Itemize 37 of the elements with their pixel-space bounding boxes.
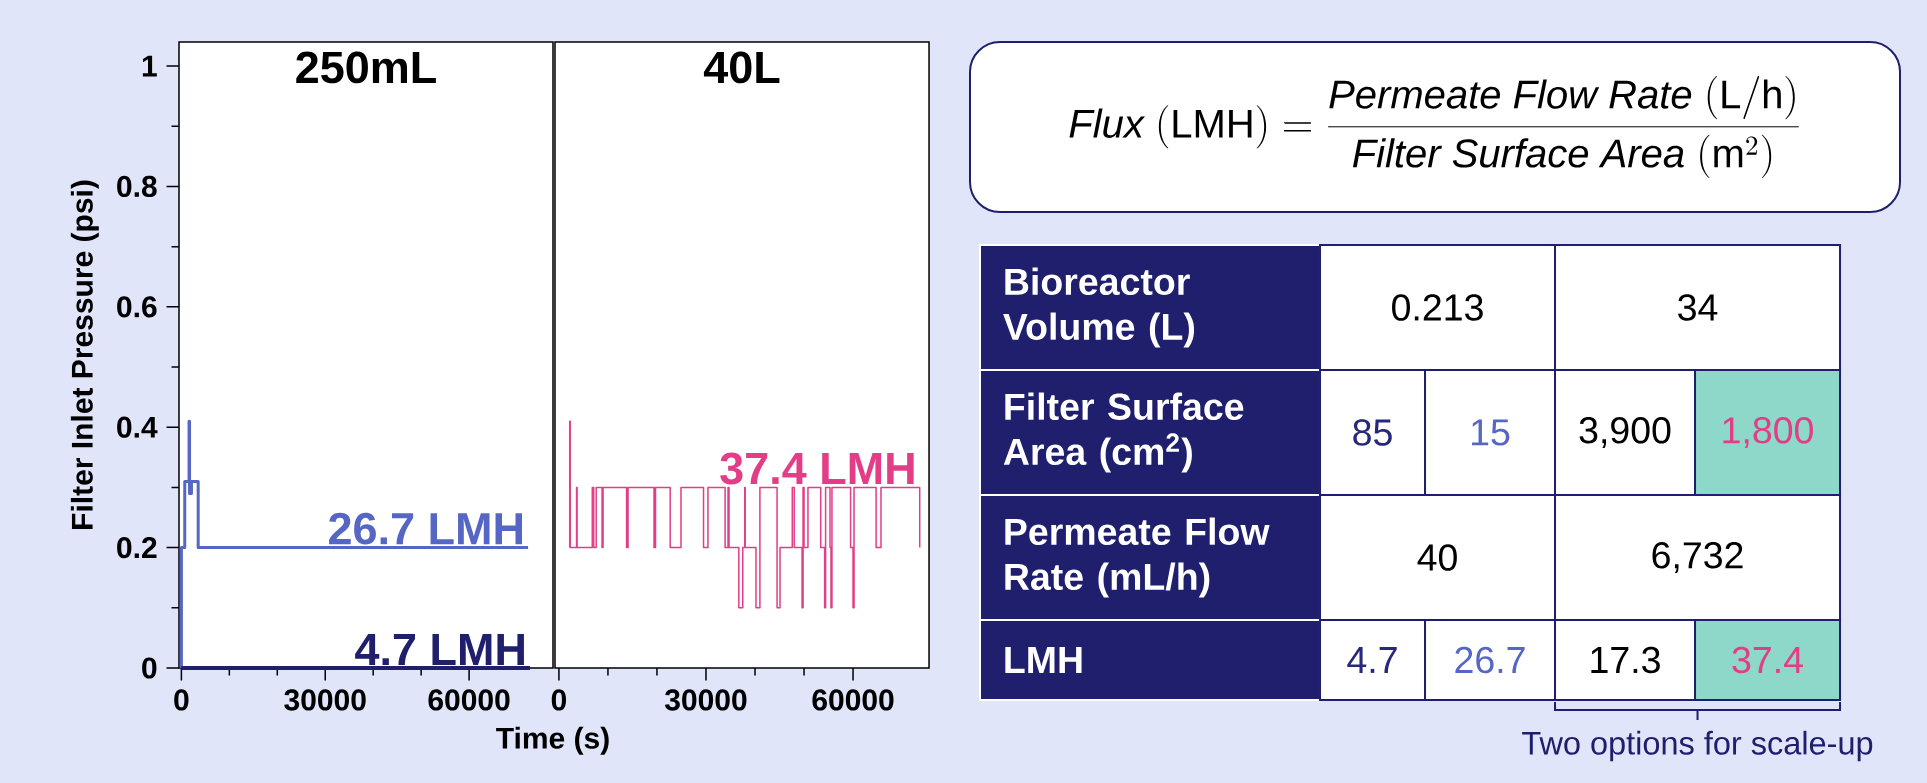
x-tick-label: 60000 bbox=[812, 689, 894, 711]
chart-title: 250mL bbox=[296, 51, 436, 84]
y-tick-label: 0.6 bbox=[117, 296, 157, 318]
text: Filter Surface Area (cm$^{2}$) bbox=[1003, 392, 1244, 473]
y-tick-label: 0 bbox=[142, 657, 157, 679]
text: 6,732 bbox=[1652, 542, 1743, 573]
text: Bioreactor Volume (L) bbox=[1003, 267, 1195, 348]
y-axis-title: Filter Inlet Pressure (psi) bbox=[70, 180, 99, 529]
series-label: 37.4 LMH bbox=[720, 452, 914, 485]
x-tick-label: 0 bbox=[551, 689, 567, 711]
text: $\mathit{Flux}\ (\mathrm{LMH}) = \frac{\mathit{Permeate\ Flow\ Rate}\ (\mathrm{L/h})}{\mathit{Filter\ Surface\ Area}\ (\mathrm{m}^{2})}$ bbox=[1069, 76, 1799, 179]
text: 15 bbox=[1472, 419, 1510, 446]
series-label: 4.7 LMH bbox=[355, 634, 524, 665]
x-tick-label: 0 bbox=[174, 689, 189, 711]
text: Permeate Flow Rate (mL/h) bbox=[1005, 517, 1270, 598]
text: 37.4 bbox=[1732, 646, 1803, 674]
chart-title: 40L bbox=[703, 51, 780, 84]
series-label: 26.7 LMH bbox=[329, 512, 522, 545]
y-tick-label: 0.8 bbox=[117, 175, 157, 198]
text: 85 bbox=[1353, 419, 1392, 446]
text: Two options for scale-up bbox=[1522, 730, 1873, 762]
text: 40 bbox=[1417, 544, 1457, 571]
x-tick-label: 30000 bbox=[284, 689, 366, 711]
text: LMH bbox=[1005, 647, 1082, 673]
text: 0.213 bbox=[1392, 294, 1483, 321]
text: 4.7 bbox=[1347, 647, 1397, 673]
x-axis-title: Time (s) bbox=[496, 726, 609, 755]
y-tick-label: 0.2 bbox=[117, 537, 157, 559]
text: 34 bbox=[1678, 294, 1718, 321]
text: 26.7 bbox=[1455, 646, 1525, 674]
x-tick-label: 30000 bbox=[664, 689, 747, 711]
y-tick-label: 0.4 bbox=[117, 416, 158, 438]
text: 1,800 bbox=[1723, 417, 1813, 448]
text: 3,900 bbox=[1579, 417, 1671, 448]
x-tick-label: 60000 bbox=[428, 689, 510, 711]
y-tick-label: 1 bbox=[142, 55, 157, 77]
text: 17.3 bbox=[1591, 646, 1660, 674]
